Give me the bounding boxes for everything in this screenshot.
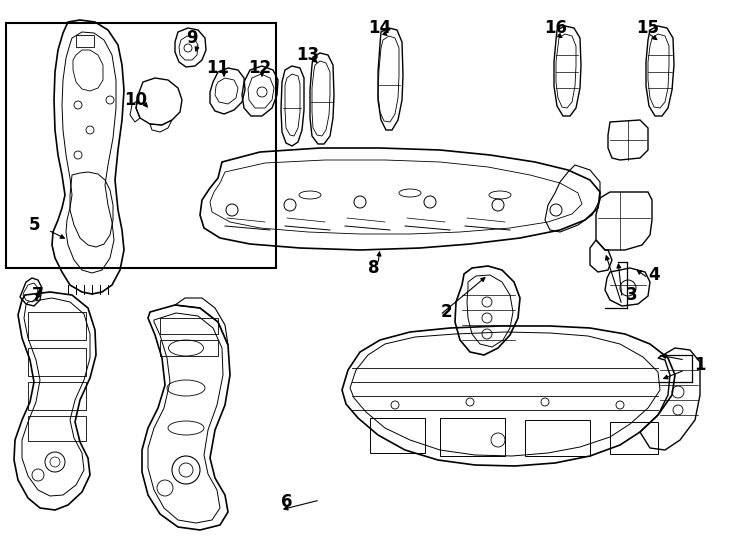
Text: 7: 7: [32, 286, 44, 304]
Text: 6: 6: [281, 493, 293, 511]
Text: 2: 2: [440, 303, 452, 321]
Text: 5: 5: [29, 216, 41, 234]
Bar: [525, 420, 590, 456]
Text: 15: 15: [636, 19, 660, 37]
Bar: [28, 382, 86, 410]
Text: 12: 12: [248, 59, 272, 77]
Bar: [160, 340, 218, 356]
Text: 16: 16: [545, 19, 567, 37]
Text: 1: 1: [694, 356, 706, 374]
Text: 14: 14: [368, 19, 391, 37]
Text: 9: 9: [186, 29, 197, 47]
Bar: [440, 418, 505, 456]
Bar: [610, 422, 658, 454]
Text: 13: 13: [297, 46, 319, 64]
Bar: [28, 416, 86, 441]
Text: 8: 8: [368, 259, 379, 277]
Bar: [28, 348, 86, 376]
Text: 4: 4: [648, 266, 660, 284]
Bar: [370, 418, 425, 453]
Bar: [28, 312, 86, 340]
Bar: [6, 23, 276, 268]
Text: 10: 10: [125, 91, 148, 109]
Bar: [76, 35, 94, 47]
Bar: [160, 318, 218, 334]
Text: 11: 11: [206, 59, 230, 77]
Text: 3: 3: [626, 286, 638, 304]
